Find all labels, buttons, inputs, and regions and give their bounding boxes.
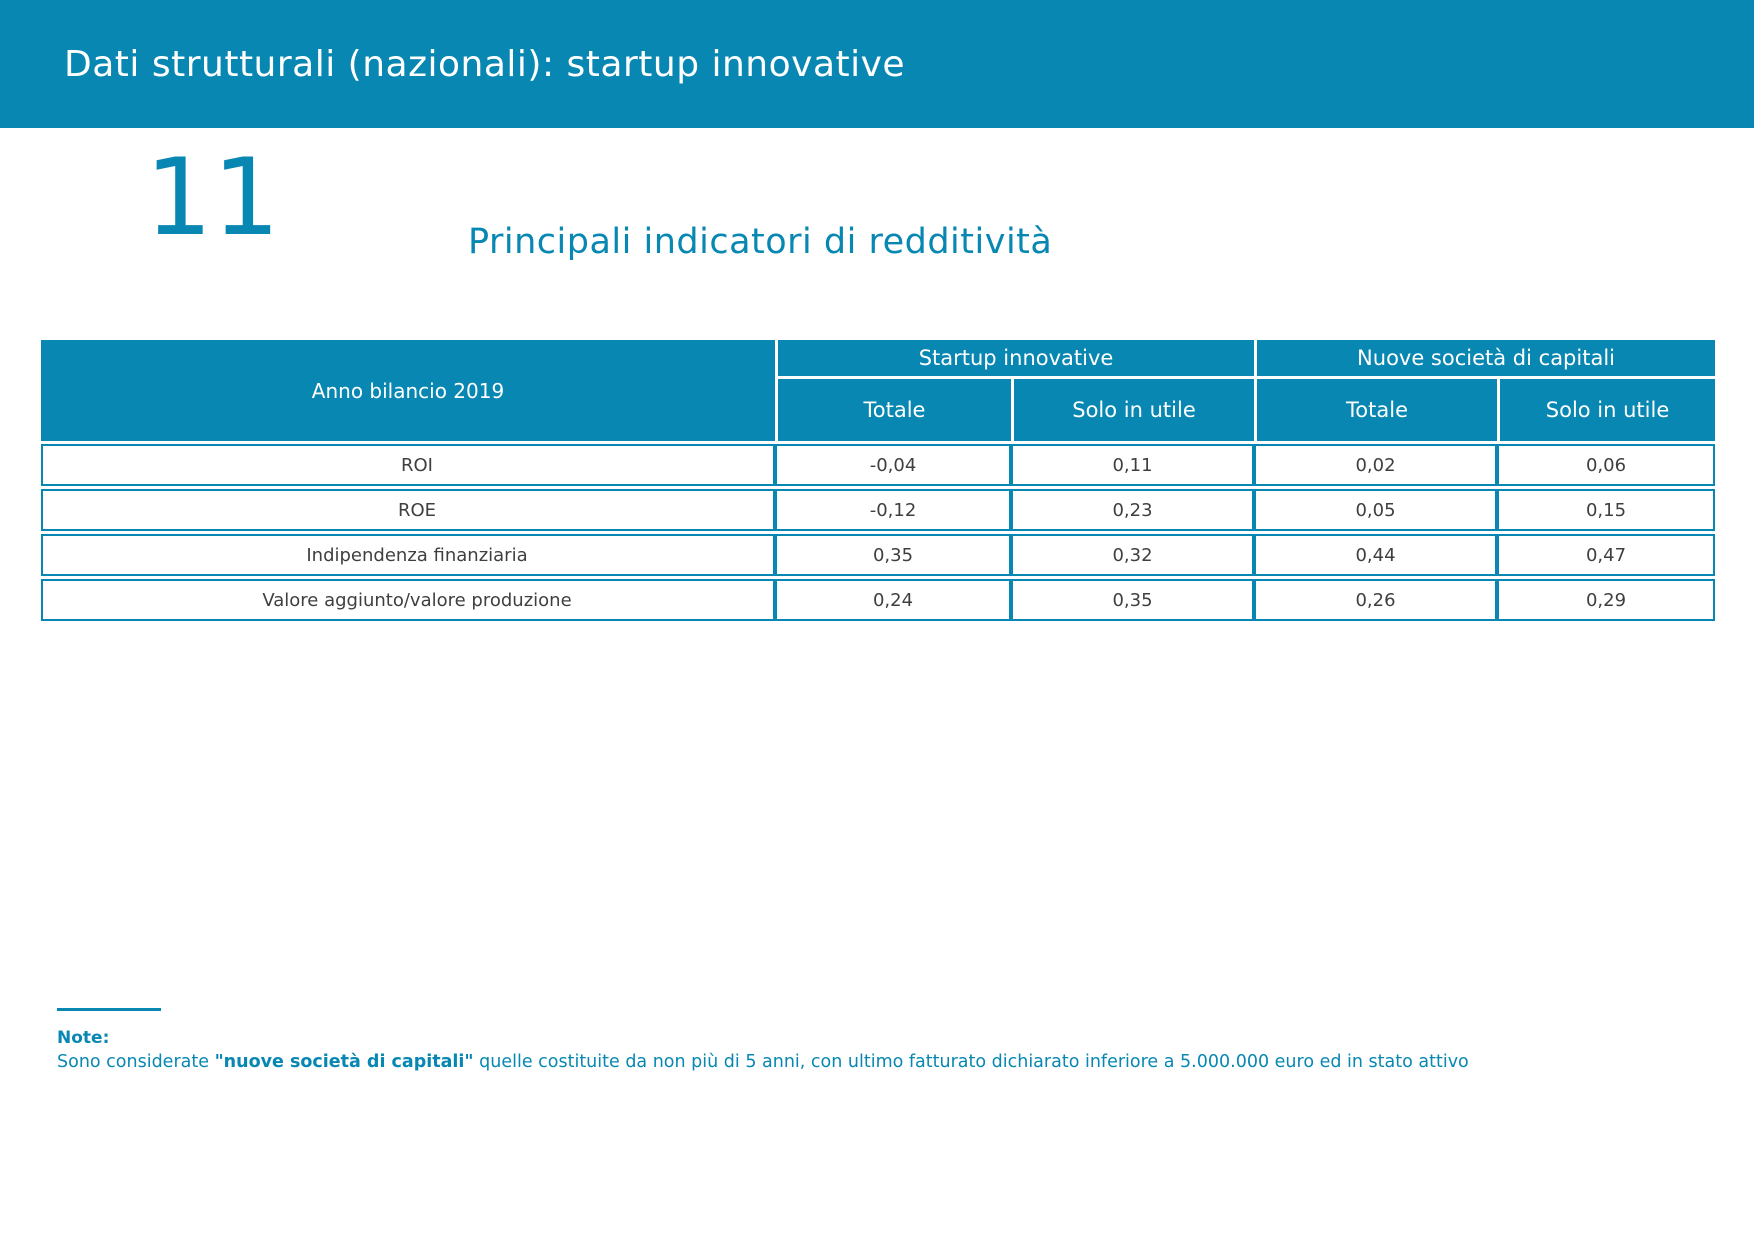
sub-header-solo-in-utile-1: Solo in utile [1011,379,1255,441]
corner-header-cell: Anno bilancio 2019 [41,340,775,441]
value-cell: 0,35 [1011,579,1255,621]
row-label-cell: ROI [41,444,775,486]
value-cell: 0,29 [1497,579,1716,621]
value-cell: 0,23 [1011,489,1255,531]
group-header-nuove-societa: Nuove società di capitali [1254,340,1716,376]
row-label-cell: Valore aggiunto/valore produzione [41,579,775,621]
value-cell: 0,26 [1254,579,1498,621]
value-cell: 0,24 [775,579,1011,621]
group-header-startup-innovative: Startup innovative [775,340,1255,376]
footnote-label: Note: [57,1028,110,1048]
slide-subtitle: Principali indicatori di redditività [468,222,1053,262]
value-cell: 0,06 [1497,444,1716,486]
group-header-row: Anno bilancio 2019 Startup innovative Nu… [41,340,1716,441]
table-row-roe: ROE -0,12 0,23 0,05 0,15 [41,489,1716,531]
indicators-table: Anno bilancio 2019 Startup innovative Nu… [41,337,1716,624]
sub-header-totale-2: Totale [1254,379,1498,441]
sub-header-solo-in-utile-2: Solo in utile [1497,379,1716,441]
value-cell: 0,02 [1254,444,1498,486]
footnote-text-prefix: Sono considerate [57,1051,215,1072]
slide-number: 11 [145,136,280,259]
table-row-valore-aggiunto: Valore aggiunto/valore produzione 0,24 0… [41,579,1716,621]
table-row-indipendenza-finanziaria: Indipendenza finanziaria 0,35 0,32 0,44 … [41,534,1716,576]
value-cell: 0,05 [1254,489,1498,531]
value-cell: -0,04 [775,444,1011,486]
footnote-text: Sono considerate "nuove società di capit… [57,1051,1557,1075]
value-cell: 0,11 [1011,444,1255,486]
footnote-text-suffix: quelle costituite da non più di 5 anni, … [473,1051,1469,1072]
value-cell: 0,44 [1254,534,1498,576]
sub-header-totale-1: Totale [775,379,1011,441]
value-cell: 0,15 [1497,489,1716,531]
table-row-roi: ROI -0,04 0,11 0,02 0,06 [41,444,1716,486]
row-label-cell: Indipendenza finanziaria [41,534,775,576]
footnote-text-bold: "nuove società di capitali" [214,1051,474,1072]
value-cell: 0,32 [1011,534,1255,576]
slide-title: Dati strutturali (nazionali): startup in… [64,43,906,85]
sub-header-row: Totale Solo in utile Totale Solo in util… [41,379,1716,441]
title-bar: Dati strutturali (nazionali): startup in… [0,0,1754,128]
footnote-block: Note: Sono considerate "nuove società di… [57,1008,1557,1075]
value-cell: -0,12 [775,489,1011,531]
footnote-divider [57,1008,161,1011]
value-cell: 0,35 [775,534,1011,576]
value-cell: 0,47 [1497,534,1716,576]
row-label-cell: ROE [41,489,775,531]
